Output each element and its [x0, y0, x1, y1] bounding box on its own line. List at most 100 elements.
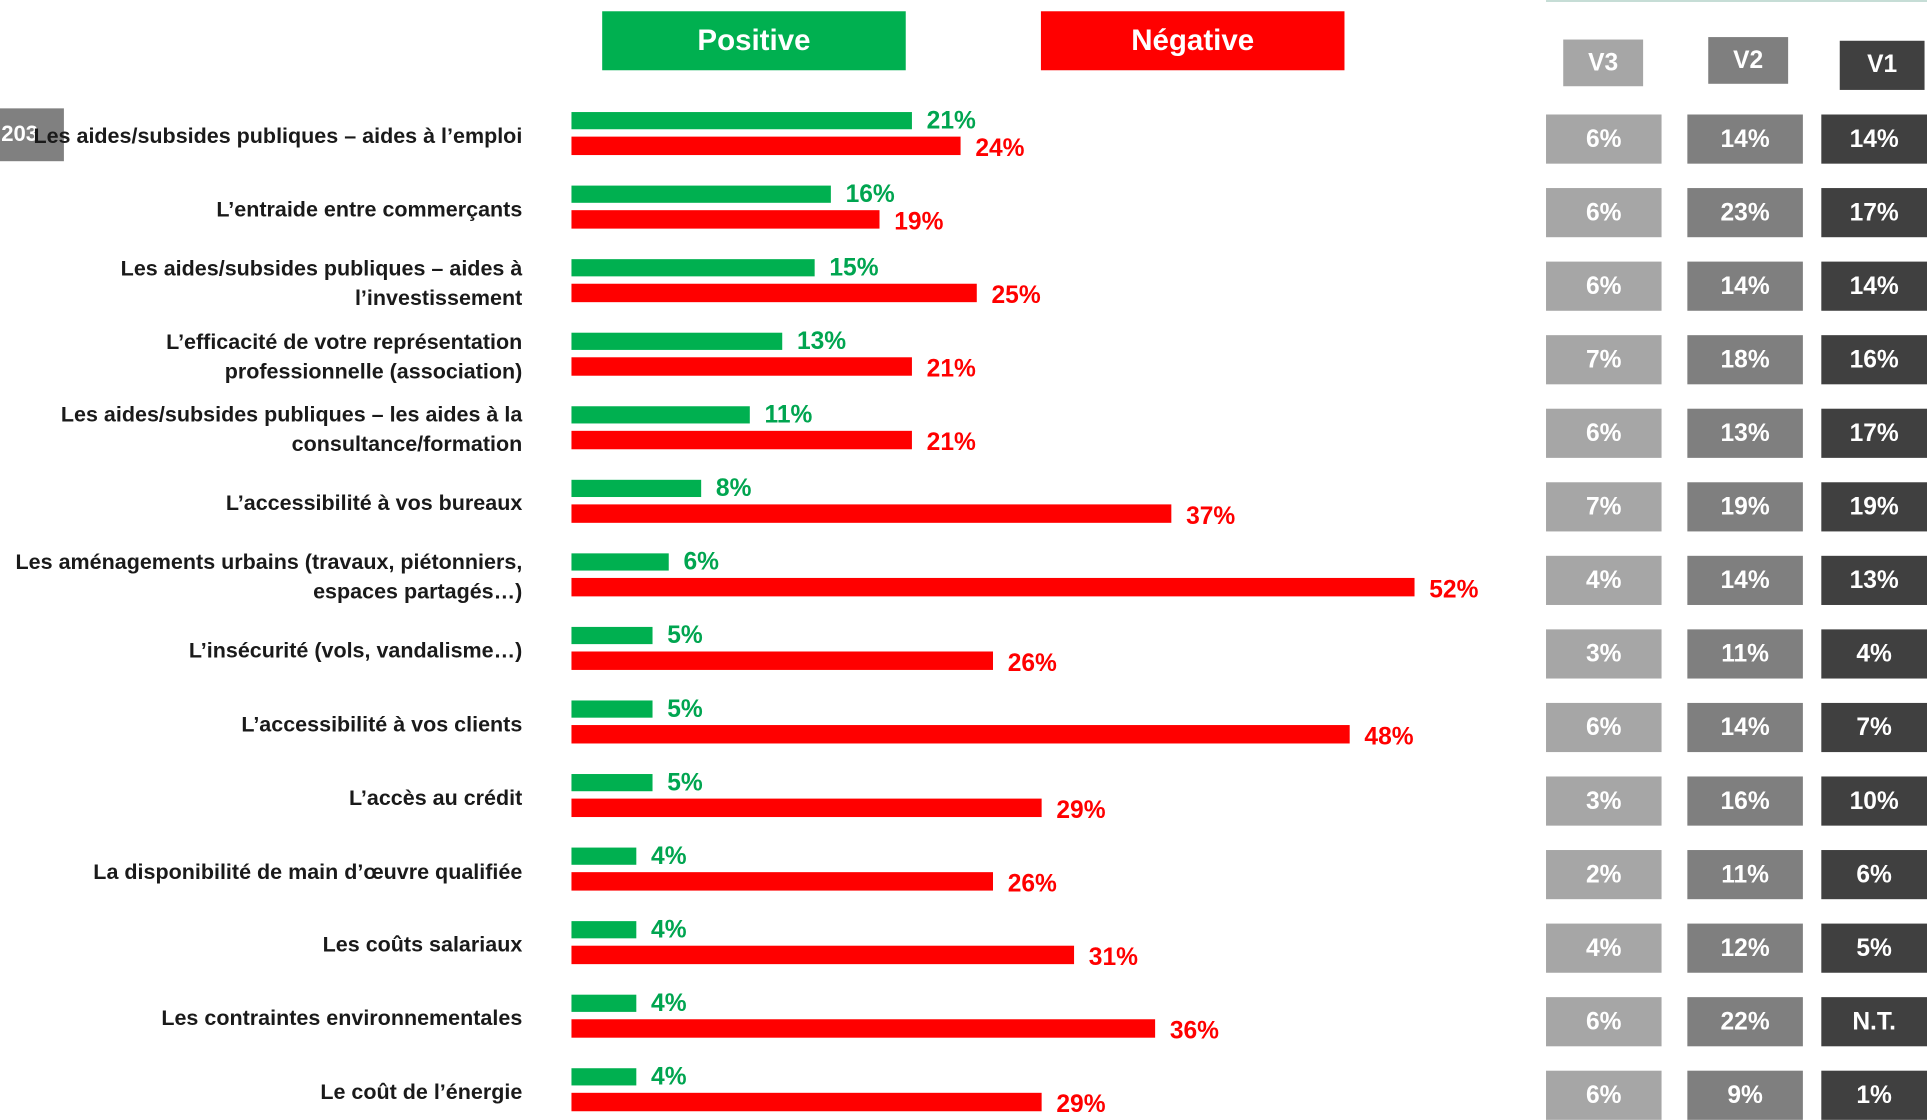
bar	[571, 553, 669, 571]
table-header-box	[1839, 40, 1925, 90]
bar	[571, 725, 1350, 744]
legend-label: Positive	[697, 24, 810, 57]
table-cell	[1687, 776, 1803, 826]
table-value: 14%	[1721, 126, 1770, 153]
table-cell	[1821, 997, 1927, 1047]
bar	[571, 283, 977, 303]
bar	[571, 921, 637, 939]
category-label: Les aides/subsides publiques – aides à l…	[120, 255, 523, 310]
value-label: 11%	[765, 402, 813, 429]
table-cell	[1821, 261, 1927, 311]
value-label: 5%	[667, 696, 703, 723]
bar	[571, 332, 783, 350]
category-box: L’accès au crédit	[348, 785, 523, 810]
table-cell	[1546, 850, 1662, 900]
category-box: Le coût de l’énergie	[320, 1079, 523, 1104]
table-value: 7%	[1586, 494, 1622, 521]
value-label: 26%	[1008, 650, 1057, 677]
table-value: 6%	[1586, 273, 1622, 300]
category-label: L’insécurité (vols, vandalisme…)	[188, 637, 523, 663]
category-label: La disponibilité de main d’œuvre qualifi…	[93, 858, 523, 884]
table-value: 19%	[1850, 494, 1899, 521]
table-cell	[1687, 482, 1803, 532]
value-label: 5%	[667, 769, 703, 796]
table-value: 6%	[1586, 714, 1622, 741]
table-value: 4%	[1586, 567, 1622, 594]
value-label: 5%	[667, 622, 703, 649]
table-cell	[1546, 335, 1662, 385]
value-label: 29%	[1056, 1091, 1105, 1118]
table-cell	[1546, 923, 1662, 973]
bar	[571, 259, 815, 277]
bar	[571, 1068, 637, 1086]
table-value: 17%	[1850, 199, 1899, 226]
table-cell	[1687, 261, 1803, 311]
bar	[571, 872, 993, 891]
category-label: L’accès au crédit	[348, 785, 523, 810]
table-value: 6%	[1856, 861, 1892, 888]
table-value: 13%	[1850, 567, 1899, 594]
value-label: 21%	[927, 429, 976, 456]
table-cell	[1821, 629, 1927, 679]
table-header: V2	[1733, 47, 1763, 74]
bar	[571, 210, 880, 229]
table-header: V3	[1588, 50, 1618, 77]
bar	[571, 774, 653, 792]
value-label: 37%	[1186, 503, 1235, 530]
category-box: L’accessibilité à vos clients	[241, 712, 522, 737]
table-value: 16%	[1721, 788, 1770, 815]
bar	[571, 700, 653, 718]
bar	[571, 847, 637, 865]
table-cell	[1546, 776, 1662, 826]
value-label: 31%	[1089, 944, 1138, 971]
table-cell	[1546, 702, 1662, 753]
table-value: 18%	[1721, 346, 1770, 373]
table-value: 11%	[1721, 641, 1769, 668]
legend-box	[1040, 11, 1345, 71]
table-value: 3%	[1586, 641, 1622, 668]
table-cell	[1821, 188, 1927, 238]
value-label: 25%	[992, 282, 1041, 309]
bar	[571, 994, 637, 1012]
bar	[571, 185, 831, 203]
legend-label: Négative	[1131, 24, 1254, 57]
value-label: 21%	[927, 107, 976, 134]
bar	[571, 1092, 1042, 1112]
value-label: 4%	[651, 916, 687, 943]
table-value: 6%	[1586, 1082, 1622, 1109]
category-label: Les aides/subsides publiques – aides à l…	[33, 123, 523, 148]
category-label: Les aides/subsides publiques – les aides…	[60, 402, 523, 457]
table-cell	[1546, 997, 1662, 1047]
table-value: 7%	[1856, 714, 1892, 741]
table-cell	[1687, 188, 1803, 238]
category-label: L’accessibilité à vos bureaux	[225, 490, 523, 516]
table-cell	[1546, 482, 1662, 532]
value-label: 26%	[1008, 871, 1057, 898]
legend-box	[602, 11, 906, 71]
table-header: V1	[1867, 51, 1897, 78]
table-value: 6%	[1586, 199, 1622, 226]
table-value: 5%	[1856, 935, 1892, 962]
category-label: Le coût de l’énergie	[320, 1079, 523, 1104]
bar	[571, 945, 1075, 965]
table-header-box	[1708, 37, 1789, 84]
table-cell	[1687, 850, 1803, 900]
table-cell	[1687, 335, 1803, 385]
table-value: 14%	[1721, 567, 1770, 594]
table-cell	[1821, 702, 1927, 753]
value-label: 4%	[651, 990, 687, 1017]
table-value: 14%	[1850, 273, 1899, 300]
table-cell	[1546, 555, 1662, 605]
category-box: Les contraintes environnementales	[161, 1006, 522, 1031]
category-label: L’entraide entre commerçants	[216, 196, 523, 222]
table-cell	[1546, 114, 1662, 164]
value-label: 29%	[1056, 797, 1105, 824]
badge: 203	[1, 121, 38, 146]
bar	[571, 430, 912, 450]
table-cell	[1821, 408, 1927, 458]
table-value: 10%	[1850, 788, 1899, 815]
bar	[571, 112, 912, 130]
bar	[571, 651, 993, 670]
category-box: Les aménagements urbains (travaux, piéto…	[16, 550, 523, 604]
